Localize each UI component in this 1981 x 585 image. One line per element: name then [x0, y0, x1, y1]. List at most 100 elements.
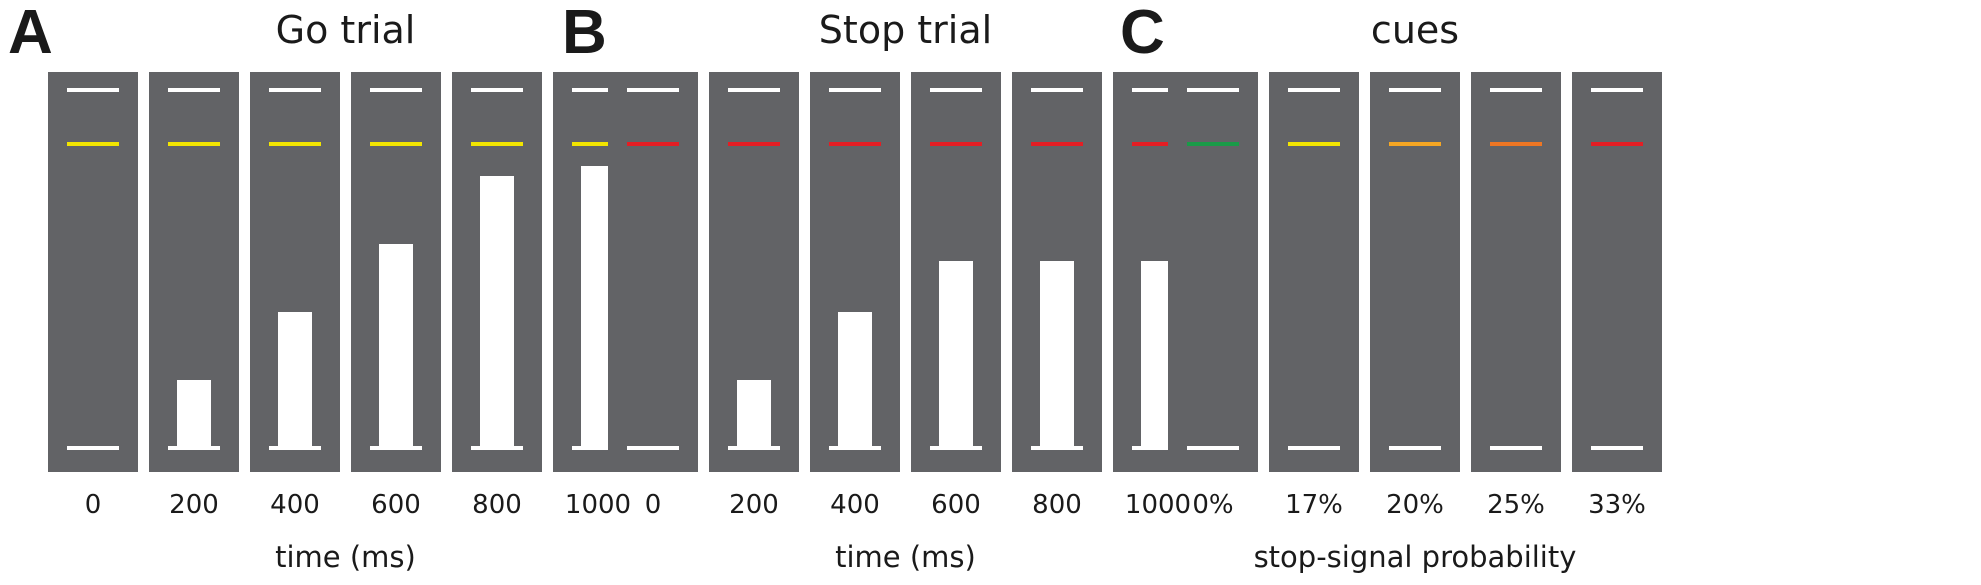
bottom-marker — [728, 446, 780, 450]
bottom-marker — [930, 446, 982, 450]
tick-label: 800 — [1032, 490, 1082, 520]
cue-line — [269, 142, 321, 146]
response-bar — [379, 244, 413, 448]
panel-letter: B — [562, 0, 607, 67]
response-bar — [177, 380, 211, 448]
top-marker — [1389, 88, 1441, 92]
bottom-marker — [1288, 446, 1340, 450]
trial-column — [1370, 72, 1460, 472]
trial-column — [1572, 72, 1662, 472]
bottom-marker — [168, 446, 220, 450]
trial-column — [1012, 72, 1102, 472]
bottom-marker — [1389, 446, 1441, 450]
cue-line — [829, 142, 881, 146]
top-marker — [67, 88, 119, 92]
cue-line — [728, 142, 780, 146]
top-marker — [168, 88, 220, 92]
top-marker — [1490, 88, 1542, 92]
trial-column — [608, 72, 698, 472]
tick-label: 200 — [729, 490, 779, 520]
bottom-marker — [471, 446, 523, 450]
tick-label: 400 — [830, 490, 880, 520]
top-marker — [627, 88, 679, 92]
bottom-marker — [1490, 446, 1542, 450]
top-marker — [930, 88, 982, 92]
top-marker — [1591, 88, 1643, 92]
tick-label: 200 — [169, 490, 219, 520]
response-bar — [1040, 261, 1074, 448]
cue-line — [1288, 142, 1340, 146]
bottom-marker — [1132, 446, 1184, 450]
trial-column — [1471, 72, 1561, 472]
top-marker — [572, 88, 624, 92]
bottom-marker — [829, 446, 881, 450]
tick-label: 800 — [472, 490, 522, 520]
response-bar — [278, 312, 312, 448]
bottom-marker — [370, 446, 422, 450]
tick-label: 1000 — [564, 490, 632, 520]
tick-label: 33% — [1588, 490, 1646, 520]
panel-letter: A — [8, 0, 53, 67]
cue-line — [572, 142, 624, 146]
x-axis-label: stop-signal probability — [1253, 540, 1577, 574]
tick-label: 600 — [371, 490, 421, 520]
bottom-marker — [1031, 446, 1083, 450]
trial-column — [911, 72, 1001, 472]
top-marker — [1132, 88, 1184, 92]
cue-line — [930, 142, 982, 146]
top-marker — [370, 88, 422, 92]
tick-label: 400 — [270, 490, 320, 520]
tick-label: 25% — [1487, 490, 1545, 520]
tick-label: 17% — [1285, 490, 1343, 520]
cue-line — [1389, 142, 1441, 146]
trial-column — [250, 72, 340, 472]
top-marker — [471, 88, 523, 92]
trial-column — [351, 72, 441, 472]
response-bar — [838, 312, 872, 448]
panel-title: Stop trial — [818, 8, 993, 52]
x-axis-label: time (ms) — [275, 540, 416, 574]
cue-line — [1591, 142, 1643, 146]
trial-column — [1269, 72, 1359, 472]
trial-column — [709, 72, 799, 472]
panel-title: Go trial — [275, 8, 416, 52]
cue-line — [471, 142, 523, 146]
x-axis-label: time (ms) — [835, 540, 976, 574]
bottom-marker — [67, 446, 119, 450]
cue-line — [627, 142, 679, 146]
panel-title: cues — [1370, 8, 1460, 52]
response-bar — [939, 261, 973, 448]
tick-label: 0% — [1192, 490, 1234, 520]
tick-label: 0 — [644, 490, 662, 520]
cue-line — [1490, 142, 1542, 146]
bottom-marker — [572, 446, 624, 450]
top-marker — [1288, 88, 1340, 92]
cue-line — [370, 142, 422, 146]
top-marker — [1187, 88, 1239, 92]
trial-column — [1168, 72, 1258, 472]
cue-line — [168, 142, 220, 146]
trial-column — [452, 72, 542, 472]
top-marker — [1031, 88, 1083, 92]
trial-column — [149, 72, 239, 472]
tick-label: 1000 — [1124, 490, 1192, 520]
response-bar — [737, 380, 771, 448]
trial-column — [48, 72, 138, 472]
top-marker — [829, 88, 881, 92]
bottom-marker — [1591, 446, 1643, 450]
cue-line — [1031, 142, 1083, 146]
tick-label: 20% — [1386, 490, 1444, 520]
cue-line — [1187, 142, 1239, 146]
response-bar — [480, 176, 514, 448]
cue-line — [1132, 142, 1184, 146]
top-marker — [269, 88, 321, 92]
bottom-marker — [1187, 446, 1239, 450]
trial-column — [810, 72, 900, 472]
top-marker — [728, 88, 780, 92]
bottom-marker — [269, 446, 321, 450]
bottom-marker — [627, 446, 679, 450]
panel-letter: C — [1120, 0, 1165, 67]
cue-line — [67, 142, 119, 146]
tick-label: 0 — [84, 490, 102, 520]
tick-label: 600 — [931, 490, 981, 520]
